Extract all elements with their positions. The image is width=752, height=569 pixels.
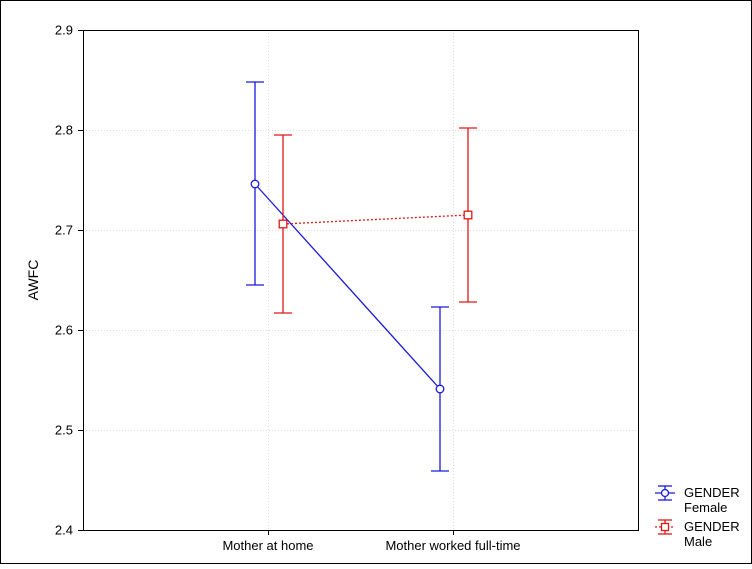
y-axis-label: AWFC: [25, 260, 41, 301]
data-point: [278, 219, 288, 229]
x-tick-label: Mother worked full-time: [385, 538, 520, 553]
plot-area-border: [83, 30, 639, 531]
series-line: [282, 214, 469, 225]
data-point: [250, 179, 260, 189]
data-point: [435, 384, 445, 394]
data-point: [463, 210, 473, 220]
legend-label: GENDER: [684, 485, 740, 500]
axes: 2.4 2.5 2.6 2.7 2.8 2.9 Mother at home Mother w…: [55, 23, 521, 554]
y-tick-label: 2.5: [55, 423, 73, 438]
y-tick-label: 2.8: [55, 123, 73, 138]
series-line: [254, 183, 441, 390]
y-tick-label: 2.6: [55, 323, 73, 338]
y-tick-label: 2.4: [55, 523, 73, 538]
legend-marker: [660, 522, 670, 532]
legend-marker: [660, 488, 670, 498]
series-group: [246, 81, 477, 472]
y-tick-label: 2.7: [55, 223, 73, 238]
x-tick-label: Mother at home: [222, 538, 313, 553]
series-male: [274, 127, 477, 314]
legend-sublabel: Male: [684, 534, 712, 549]
gridlines: [83, 30, 638, 530]
legend-label: GENDER: [684, 519, 740, 534]
legend-sublabel: Female: [684, 500, 727, 515]
y-tick-label: 2.9: [55, 23, 73, 38]
series-female: [246, 81, 449, 472]
